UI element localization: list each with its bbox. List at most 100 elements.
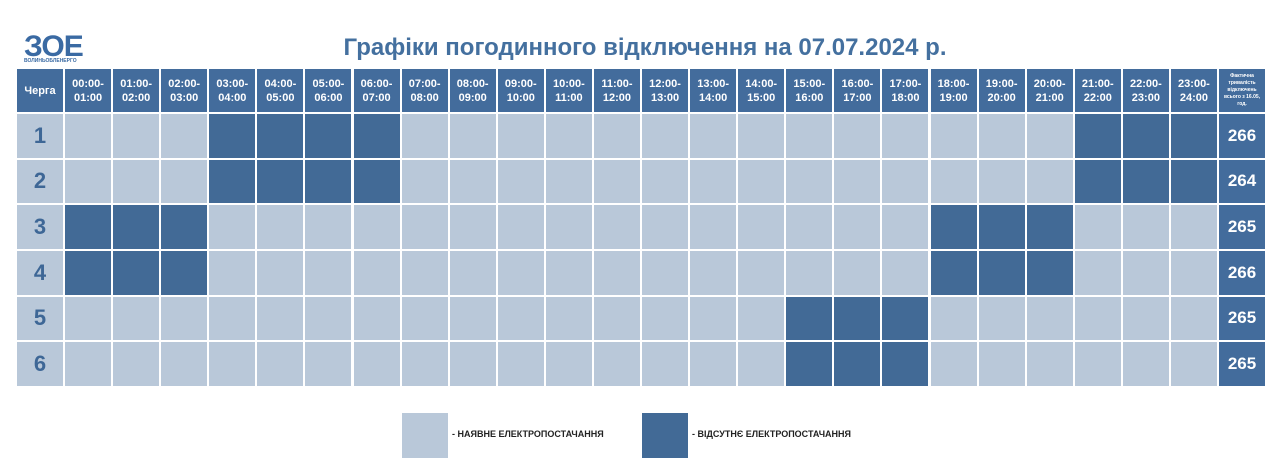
- hour-cell: [544, 341, 593, 387]
- hour-header: 06:00- 07:00: [352, 68, 401, 113]
- hour-from: 06:00-: [360, 77, 393, 90]
- hour-cell: [304, 113, 353, 159]
- hour-to: 03:00: [170, 91, 199, 104]
- hour-cell: [304, 295, 353, 342]
- hour-cell: [881, 113, 930, 159]
- hour-header: 02:00- 03:00: [160, 68, 209, 113]
- hour-cell: [1169, 341, 1218, 387]
- hour-to: 19:00: [939, 91, 968, 104]
- hour-cell: [160, 113, 209, 159]
- hour-cell: [112, 295, 161, 342]
- hour-cell: [1025, 250, 1074, 296]
- hour-cell: [1073, 250, 1122, 296]
- hour-cell: [160, 295, 209, 342]
- hour-cell: [112, 341, 161, 387]
- hour-cell: [881, 341, 930, 387]
- hour-from: 10:00-: [552, 77, 585, 90]
- hour-cell: [160, 341, 209, 387]
- hour-from: 01:00-: [120, 77, 153, 90]
- hour-cell: [833, 204, 882, 250]
- hour-cell: [929, 158, 978, 205]
- hour-cell: [256, 250, 305, 296]
- hour-from: 12:00-: [649, 77, 681, 90]
- hour-cell: [1073, 295, 1122, 342]
- hour-cell: [448, 250, 497, 296]
- hour-cell: [881, 250, 930, 296]
- total: 265: [1218, 341, 1266, 387]
- hour-cell: [400, 158, 449, 205]
- hour-header: 11:00- 12:00: [592, 68, 641, 113]
- hour-cell: [544, 158, 593, 205]
- hour-cell: [544, 295, 593, 342]
- hour-to: 23:00: [1131, 91, 1160, 104]
- hour-cell: [1169, 250, 1218, 296]
- hour-cell: [689, 341, 738, 387]
- hour-header: 04:00- 05:00: [256, 68, 305, 113]
- hour-from: 08:00-: [456, 77, 489, 90]
- hour-from: 20:00-: [1033, 77, 1066, 90]
- hour-cell: [737, 250, 786, 296]
- hour-cell: [64, 204, 113, 250]
- legend-label: - НАЯВНЕ ЕЛЕКТРОПОСТАЧАННЯ: [452, 429, 604, 439]
- hour-header: 20:00- 21:00: [1025, 68, 1074, 113]
- hour-cell: [592, 341, 641, 387]
- hour-to: 08:00: [410, 91, 439, 104]
- hour-from: 15:00-: [793, 77, 826, 90]
- hour-to: 20:00: [987, 91, 1016, 104]
- hour-cell: [1073, 341, 1122, 387]
- queue-number: 6: [16, 341, 64, 387]
- hour-from: 07:00-: [408, 77, 441, 90]
- hour-cell: [737, 295, 786, 342]
- hour-cell: [352, 158, 401, 205]
- hour-cell: [833, 158, 882, 205]
- hour-cell: [881, 158, 930, 205]
- hour-cell: [737, 113, 786, 159]
- hour-cell: [448, 204, 497, 250]
- hour-cell: [1121, 113, 1170, 159]
- hour-cell: [785, 113, 834, 159]
- hour-cell: [833, 341, 882, 387]
- hour-cell: [448, 295, 497, 342]
- hour-cell: [929, 341, 978, 387]
- hour-cell: [1169, 113, 1218, 159]
- hour-cell: [400, 250, 449, 296]
- hour-to: 12:00: [602, 91, 632, 104]
- hour-header: 23:00- 24:00: [1169, 68, 1218, 113]
- hour-header: 07:00- 08:00: [400, 68, 449, 113]
- hour-cell: [1073, 158, 1122, 205]
- logo: ЗОЕ: [24, 30, 84, 63]
- queue-number: 5: [16, 295, 64, 342]
- hour-from: 02:00-: [168, 77, 201, 90]
- hour-header: 14:00- 15:00: [737, 68, 786, 113]
- hour-cell: [64, 341, 113, 387]
- logo-caption: ВОЛИНЬОБЛЕНЕРГО: [24, 58, 77, 64]
- hour-cell: [304, 204, 353, 250]
- hour-cell: [1073, 113, 1122, 159]
- hour-to: 10:00: [506, 91, 535, 104]
- hour-from: 21:00-: [1081, 77, 1114, 90]
- hour-cell: [1121, 295, 1170, 342]
- hour-cell: [1025, 295, 1074, 342]
- hour-to: 17:00: [843, 91, 872, 104]
- hour-cell: [641, 204, 690, 250]
- hour-cell: [977, 113, 1026, 159]
- hour-cell: [208, 113, 257, 159]
- hour-to: 22:00: [1083, 91, 1112, 104]
- hour-cell: [256, 204, 305, 250]
- legend-swatch: [402, 413, 448, 458]
- total: 266: [1218, 250, 1266, 296]
- hour-cell: [833, 295, 882, 342]
- hour-cell: [689, 113, 738, 159]
- hour-cell: [1169, 295, 1218, 342]
- total: 265: [1218, 295, 1266, 342]
- hour-header: 21:00- 22:00: [1073, 68, 1122, 113]
- hour-cell: [1121, 204, 1170, 250]
- hour-cell: [881, 204, 930, 250]
- hour-cell: [496, 250, 545, 296]
- queue-number: 1: [16, 113, 64, 159]
- hour-header: 13:00- 14:00: [689, 68, 738, 113]
- hour-cell: [112, 158, 161, 205]
- hour-to: 18:00: [891, 91, 920, 104]
- total-header: Фактична тривалість відключень всього з …: [1218, 68, 1266, 113]
- hour-cell: [689, 204, 738, 250]
